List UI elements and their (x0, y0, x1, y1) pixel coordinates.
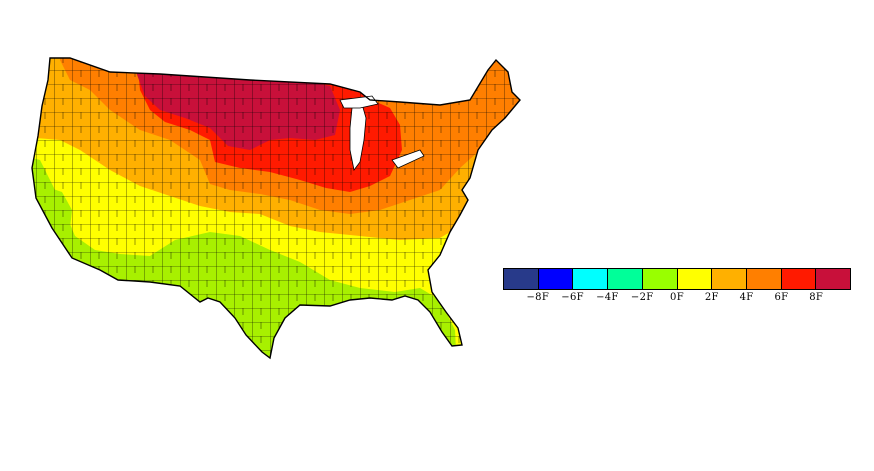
temperature-legend: −8F −6F −4F −2F 0F 2F 4F 6F 8F (503, 268, 851, 308)
legend-tick-label: −6F (561, 292, 584, 303)
legend-swatch (746, 269, 782, 289)
legend-swatch (642, 269, 678, 289)
legend-tick-label: 6F (774, 292, 789, 303)
lake-michigan (349, 103, 367, 171)
legend-swatch (712, 269, 747, 289)
legend-swatch (538, 269, 574, 289)
legend-swatch (504, 269, 539, 289)
legend-tick-label: 2F (704, 292, 719, 303)
legend-tick-label: −8F (526, 292, 550, 303)
legend-swatch (573, 269, 609, 289)
legend-swatch (816, 269, 851, 289)
legend-tick-label: 0F (670, 292, 684, 303)
legend-tick-label: −2F (630, 292, 654, 303)
legend-tick-label: 4F (739, 292, 754, 303)
legend-swatch (677, 269, 713, 289)
legend-tick-label: 8F (809, 292, 824, 303)
legend-swatch (608, 269, 643, 289)
legend-tick-label: −4F (596, 292, 619, 303)
lake-erie (391, 149, 425, 169)
legend-swatch (781, 269, 817, 289)
legend-color-bar (503, 268, 851, 290)
